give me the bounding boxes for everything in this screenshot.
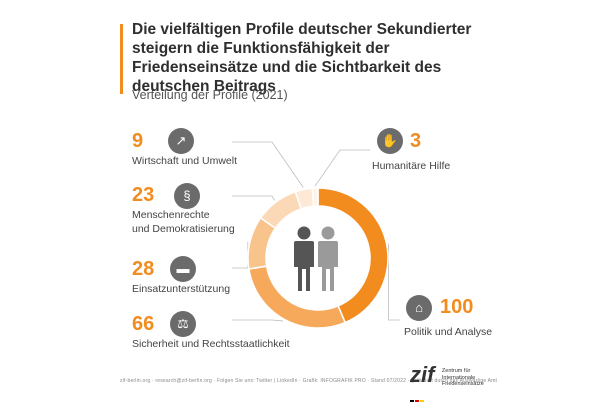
- category-sicherheit: 66 Sicherheit und Rechtsstaatlichkeit: [132, 313, 290, 351]
- label-einsatz: Einsatzunterstützung: [132, 283, 231, 295]
- label-menschenrechte-2: und Demokratisierung: [132, 223, 235, 235]
- law-book-icon: §: [174, 183, 200, 209]
- logo-flag-bar: [410, 389, 484, 407]
- connector-line-4: [232, 141, 304, 188]
- label-sicherheit: Sicherheit und Rechtsstaatlichkeit: [132, 338, 290, 350]
- value-einsatz: 28: [132, 258, 155, 280]
- category-humanitaer-value: 3: [410, 130, 421, 152]
- value-menschenrechte: 23: [132, 184, 155, 206]
- label-menschenrechte-1: Menschenrechte: [132, 209, 210, 221]
- chart-growth-icon: ↗: [168, 128, 194, 154]
- value-politik: 100: [440, 296, 474, 318]
- label-politik: Politik und Analyse: [404, 326, 493, 338]
- connector-line-1: [232, 319, 284, 322]
- donut-slice-3: [259, 190, 303, 230]
- title-accent-bar: [120, 24, 123, 94]
- label-humanitaer: Humanitäre Hilfe: [372, 160, 451, 172]
- person-head-left: [297, 226, 311, 240]
- category-humanitaer-label: Humanitäre Hilfe: [372, 157, 450, 173]
- category-einsatz: 28 Einsatzunterstützung: [132, 258, 230, 296]
- footer-text: zif-berlin.org · research@zif-berlin.org…: [120, 378, 498, 384]
- helping-hands-icon: ✋: [377, 128, 403, 154]
- armored-vehicle-icon: ▬: [170, 256, 196, 282]
- value-wirtschaft: 9: [132, 130, 144, 152]
- label-wirtschaft: Wirtschaft und Umwelt: [132, 155, 238, 167]
- connector-line-5: [314, 149, 370, 187]
- value-sicherheit: 66: [132, 313, 155, 335]
- category-menschenrechte: 23 Menschenrechte und Demokratisierung: [132, 184, 235, 236]
- category-wirtschaft: 9 Wirtschaft und Umwelt: [132, 130, 237, 168]
- logo-subtitle: Zentrum für Internationale Friedenseinsä…: [442, 368, 484, 388]
- page-subtitle: Verteilung der Profile (2021): [132, 88, 288, 102]
- scales-icon: ⚖: [170, 311, 196, 337]
- zif-logo: zif Zentrum für Internationale Friedense…: [410, 364, 484, 407]
- category-politik-value: 100: [440, 296, 473, 318]
- donut-slice-5: [311, 187, 319, 207]
- government-building-icon: ⌂: [406, 295, 432, 321]
- person-body-left: [294, 241, 314, 291]
- people-icon: [294, 226, 338, 291]
- category-politik-label: Politik und Analyse: [404, 323, 492, 339]
- person-head-right: [321, 226, 335, 240]
- logo-line-2: Internationale: [441, 374, 476, 381]
- donut-slices: [247, 187, 389, 329]
- logo-wordmark: zif: [410, 362, 435, 387]
- logo-line-1: Zentrum für: [441, 368, 471, 374]
- logo-line-3: Friedenseinsätze: [441, 381, 484, 387]
- connector-line-3: [232, 195, 276, 201]
- connector-line-0: [388, 243, 400, 321]
- page-title: Die vielfältigen Profile deutscher Sekun…: [132, 21, 472, 95]
- connector-line-2: [232, 241, 249, 269]
- value-humanitaer: 3: [410, 130, 422, 152]
- connector-lines: [232, 141, 400, 322]
- person-body-right: [318, 241, 338, 291]
